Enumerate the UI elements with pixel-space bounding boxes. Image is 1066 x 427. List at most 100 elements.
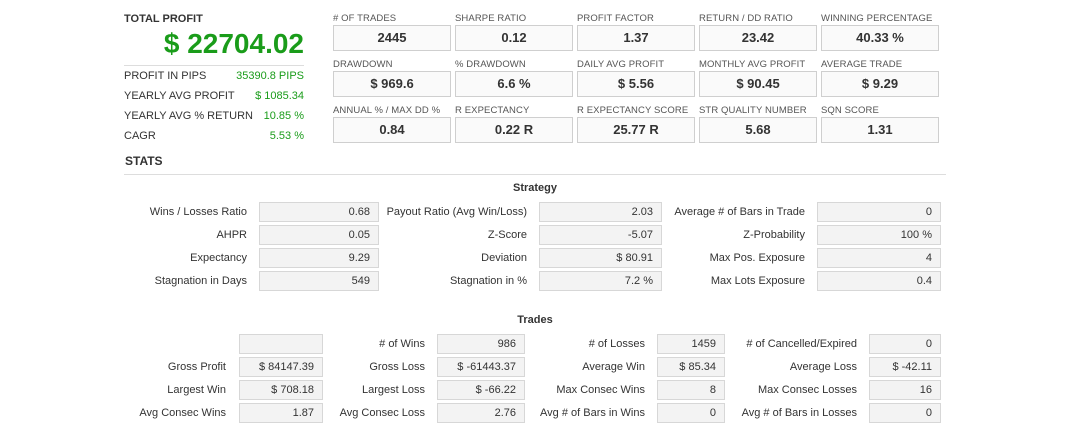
card-value: $ 90.45 (699, 71, 817, 97)
trades-label: Max Consec Wins (556, 384, 645, 396)
strategy-label: Payout Ratio (Avg Win/Loss) (386, 206, 527, 218)
card-profit-factor: PROFIT FACTOR 1.37 (577, 13, 695, 51)
strategy-label: AHPR (216, 229, 247, 241)
strategy-value: 0.4 (817, 271, 941, 291)
trades-value: 0 (657, 403, 725, 423)
card-daily-avg: DAILY AVG PROFIT $ 5.56 (577, 59, 695, 97)
strategy-label: Z-Score (487, 229, 527, 241)
card-value: 23.42 (699, 25, 817, 51)
card-value: 1.37 (577, 25, 695, 51)
strategy-value: 0.68 (259, 202, 379, 222)
summary-value: $ 1085.34 (255, 90, 304, 102)
strategy-value: 2.03 (539, 202, 662, 222)
card-value: $ 9.29 (821, 71, 939, 97)
card-value: 25.77 R (577, 117, 695, 143)
card-drawdown: DRAWDOWN $ 969.6 (333, 59, 451, 97)
strategy-value: 7.2 % (539, 271, 662, 291)
trades-value: 0 (869, 334, 941, 354)
trades-label: Largest Loss (362, 384, 425, 396)
trades-value: 16 (869, 380, 941, 400)
card-r-expectancy: R EXPECTANCY 0.22 R (455, 105, 573, 143)
summary-label: CAGR (124, 130, 156, 142)
strategy-value: 0 (817, 202, 941, 222)
trades-label: Avg # of Bars in Losses (741, 407, 857, 419)
card-value: 0.12 (455, 25, 573, 51)
card-value: 1.31 (821, 117, 939, 143)
card-label: R EXPECTANCY (455, 105, 530, 116)
card-label: SQN SCORE (821, 105, 879, 116)
card-label: STR QUALITY NUMBER (699, 105, 807, 116)
strategy-label: Stagnation in % (449, 275, 527, 287)
card-value: 0.84 (333, 117, 451, 143)
card-label: MONTHLY AVG PROFIT (699, 59, 806, 70)
total-profit-title: TOTAL PROFIT (124, 13, 203, 25)
stats-title: STATS (125, 154, 163, 168)
summary-row-pips: PROFIT IN PIPS 35390.8 PIPS (124, 66, 304, 86)
trades-label (110, 334, 226, 354)
card-sqn-score: SQN SCORE 1.31 (821, 105, 939, 143)
trades-value: $ -61443.37 (437, 357, 525, 377)
card-average-trade: AVERAGE TRADE $ 9.29 (821, 59, 939, 97)
summary-row-yearly-profit: YEARLY AVG PROFIT $ 1085.34 (124, 86, 304, 106)
trades-value: $ -42.11 (869, 357, 941, 377)
summary-value: 10.85 % (263, 110, 304, 122)
strategy-value: $ 80.91 (539, 248, 662, 268)
stats-divider (124, 174, 946, 175)
card-pct-drawdown: % DRAWDOWN 6.6 % (455, 59, 573, 97)
card-value: 2445 (333, 25, 451, 51)
card-label: % DRAWDOWN (455, 59, 526, 70)
card-label: R EXPECTANCY SCORE (577, 105, 689, 116)
strategy-label: Stagnation in Days (154, 275, 247, 287)
card-return-dd: RETURN / DD RATIO 23.42 (699, 13, 817, 51)
trades-value (239, 334, 323, 354)
card-annual-maxdd: ANNUAL % / MAX DD % 0.84 (333, 105, 451, 143)
card-value: $ 5.56 (577, 71, 695, 97)
trades-value: 1.87 (239, 403, 323, 423)
strategy-value: 4 (817, 248, 941, 268)
trades-value: $ 84147.39 (239, 357, 323, 377)
card-label: AVERAGE TRADE (821, 59, 903, 70)
trades-label: # of Losses (588, 338, 645, 350)
strategy-label: Wins / Losses Ratio (149, 206, 247, 218)
trades-label: Max Consec Losses (757, 384, 857, 396)
trades-value: $ 85.34 (657, 357, 725, 377)
card-label: SHARPE RATIO (455, 13, 527, 24)
strategy-label: Average # of Bars in Trade (674, 206, 805, 218)
trades-value: 0 (869, 403, 941, 423)
summary-label: YEARLY AVG PROFIT (124, 90, 235, 102)
trades-value: $ -66.22 (437, 380, 525, 400)
strategy-value: 549 (259, 271, 379, 291)
trades-value: 2.76 (437, 403, 525, 423)
card-value: 40.33 % (821, 25, 939, 51)
trades-value: 8 (657, 380, 725, 400)
trades-value: $ 708.18 (239, 380, 323, 400)
strategy-title: Strategy (512, 182, 558, 194)
card-label: WINNING PERCENTAGE (821, 13, 933, 24)
card-value: 5.68 (699, 117, 817, 143)
trades-label: # of Cancelled/Expired (746, 338, 857, 350)
strategy-value: -5.07 (539, 225, 662, 245)
card-winning-pct: WINNING PERCENTAGE 40.33 % (821, 13, 939, 51)
card-label: DAILY AVG PROFIT (577, 59, 665, 70)
total-profit-value: $ 22704.02 (163, 28, 304, 59)
trades-label: Gross Loss (369, 361, 425, 373)
strategy-value: 100 % (817, 225, 941, 245)
card-label: ANNUAL % / MAX DD % (333, 105, 441, 116)
trades-value: 1459 (657, 334, 725, 354)
trades-label: Largest Win (167, 384, 226, 396)
strategy-value: 9.29 (259, 248, 379, 268)
strategy-label: Max Lots Exposure (710, 275, 805, 287)
summary-label: PROFIT IN PIPS (124, 70, 207, 82)
strategy-label: Expectancy (190, 252, 247, 264)
card-label: RETURN / DD RATIO (699, 13, 793, 24)
card-monthly-avg: MONTHLY AVG PROFIT $ 90.45 (699, 59, 817, 97)
trades-label: # of Wins (379, 338, 425, 350)
card-label: # OF TRADES (333, 13, 397, 24)
trades-label: Avg Consec Wins (139, 407, 226, 419)
strategy-label: Max Pos. Exposure (709, 252, 805, 264)
card-value: $ 969.6 (333, 71, 451, 97)
card-trades: # OF TRADES 2445 (333, 13, 451, 51)
trades-label: Gross Profit (167, 361, 226, 373)
profit-summary: TOTAL PROFIT $ 22704.02 PROFIT IN PIPS 3… (124, 12, 304, 146)
trades-label: Avg Consec Loss (339, 407, 425, 419)
